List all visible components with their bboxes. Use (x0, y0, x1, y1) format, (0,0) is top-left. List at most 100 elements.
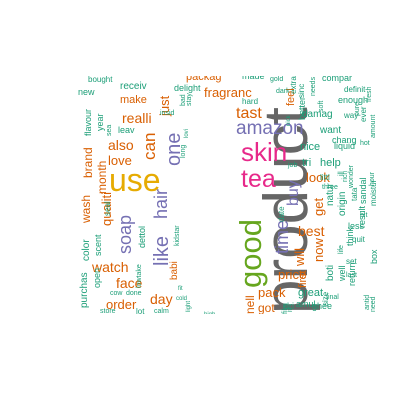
word-nice: nice (300, 141, 321, 153)
word-delight: delight (174, 83, 201, 93)
word-great: great (298, 287, 324, 299)
word-moistur: moistur (369, 179, 378, 206)
word-ill: ill (338, 171, 345, 176)
word-set: set (346, 257, 357, 266)
word-get: get (311, 197, 326, 216)
word-tata: tata (350, 187, 359, 201)
word-done: done (126, 290, 142, 297)
word-final: final (326, 294, 339, 301)
word-fresh: fresh (366, 86, 373, 102)
word-fit: fit (178, 286, 183, 292)
word-can: can (140, 132, 159, 160)
word-soft: soft (318, 100, 325, 112)
word-wash: wash (79, 194, 93, 223)
word-origin: origin (337, 191, 348, 216)
word-scent: scent (93, 234, 103, 256)
word-ltr: ltr (288, 307, 294, 312)
word-nick: nick (286, 115, 292, 126)
word-amount: amount (370, 114, 377, 138)
word-store: store (100, 308, 116, 314)
word-want: want (320, 125, 342, 136)
word-now: now (311, 238, 326, 262)
word-damag: damag (302, 109, 333, 120)
word-good: good (233, 219, 268, 288)
word-littl: littl (320, 173, 330, 182)
word-color: color (81, 239, 92, 261)
word-way: way (344, 111, 359, 120)
word-order: order (106, 297, 137, 312)
word-ever: ever (359, 106, 368, 122)
word-make: make (120, 94, 147, 106)
word-enough: enough (338, 95, 369, 105)
word-sea: sea (106, 124, 113, 136)
word-cloud-area: product good use skin tea amazon like on… (76, 76, 382, 314)
word-liquid: liquid (334, 141, 356, 151)
word-dri: dri (284, 301, 295, 311)
word-chang: chang (332, 135, 357, 145)
word-date: date (277, 206, 286, 222)
word-hard: hard (242, 97, 259, 106)
word-dark: dark (276, 88, 290, 95)
word-quit: quit (352, 235, 365, 244)
word-tri: tri (302, 157, 312, 169)
word-ghee: ghee (312, 301, 333, 311)
word-new: new (78, 87, 95, 97)
word-long: long (180, 144, 187, 158)
word-better: better (297, 96, 307, 120)
word-month: month (95, 160, 109, 194)
word-last: last (346, 272, 357, 279)
word-insid: insid (160, 110, 175, 117)
word-extra: extra (289, 76, 298, 94)
word-will: will (292, 247, 307, 266)
word-tast: tast (236, 105, 262, 122)
word-bought: bought (88, 76, 113, 84)
word-dettol: dettol (137, 225, 147, 248)
word-best: best (298, 223, 325, 239)
word-day: day (150, 291, 173, 307)
word-leav: leav (118, 125, 135, 135)
word-pure: pure (354, 101, 361, 116)
word-look: look (306, 170, 330, 185)
word-buy: buy (285, 180, 302, 206)
word-less: less (348, 221, 365, 231)
word-receiv: receiv (120, 81, 147, 92)
word-packag: packag (186, 76, 222, 83)
word-needs: needs (310, 76, 317, 96)
word-lot: lot (136, 307, 145, 315)
word-flavour: flavour (83, 108, 93, 136)
word-amul: amul (296, 299, 316, 309)
word-soap: soap (115, 214, 135, 254)
word-watch: watch (92, 259, 129, 275)
word-compar: compar (322, 76, 353, 83)
word-seal: seal (103, 201, 112, 216)
word-gold: gold (270, 76, 284, 83)
word-purchas: purchas (79, 272, 90, 308)
word-use: use (109, 162, 161, 198)
word-high: high (204, 312, 215, 314)
word-boti: boti (325, 264, 336, 281)
word-job: job (288, 162, 298, 169)
word-love: love (108, 153, 132, 168)
word-stay: stay (186, 93, 193, 106)
word-year: year (95, 113, 105, 131)
word-open: open (92, 267, 102, 288)
word-help: help (320, 157, 341, 169)
word-kidstar: kidstar (174, 225, 181, 246)
word-tea: tea (241, 165, 276, 193)
word-calm: calm (154, 308, 169, 314)
word-got: got (258, 301, 275, 314)
word-first: first (297, 270, 309, 288)
word-realli: realli (122, 110, 152, 126)
word-time: time (272, 219, 292, 254)
word-need: need (370, 296, 377, 312)
word-price: price (278, 267, 307, 282)
word-life: life (338, 245, 345, 254)
word-bit: bit (360, 212, 368, 219)
word-box: box (369, 249, 379, 264)
word-definit: definit (344, 85, 366, 94)
word-skin: skin (241, 137, 288, 167)
word-hot: hot (360, 140, 370, 147)
word-light: light (186, 300, 192, 312)
word-brand: brand (81, 147, 95, 178)
